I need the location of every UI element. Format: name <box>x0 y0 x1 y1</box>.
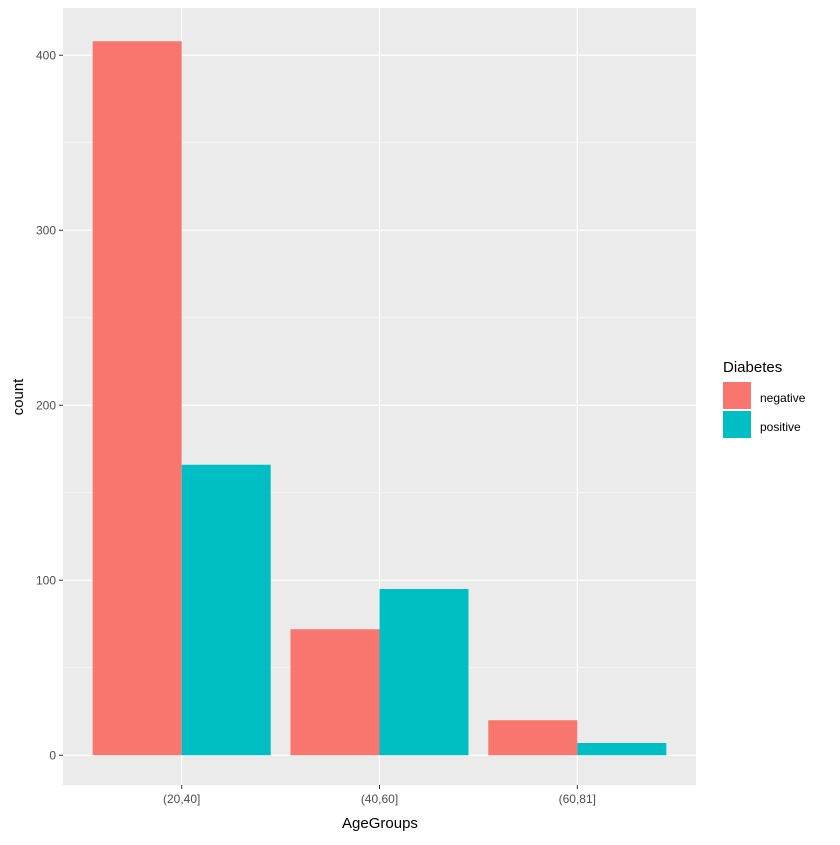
y-tick-label: 300 <box>36 223 56 237</box>
y-tick-label: 200 <box>36 398 56 412</box>
x-tick-label: (60,81] <box>559 792 596 806</box>
bar-positive <box>181 464 271 756</box>
legend-label-negative: negative <box>760 391 806 405</box>
bar-positive <box>379 589 469 756</box>
legend: Diabetes negative positive <box>723 359 806 438</box>
y-tick-label: 100 <box>36 573 56 587</box>
bars <box>92 41 667 756</box>
legend-key-negative <box>723 382 751 409</box>
bar-negative <box>488 720 578 756</box>
x-axis-title: AgeGroups <box>342 815 418 832</box>
bar-negative <box>290 629 380 756</box>
y-axis-title: count <box>10 378 27 416</box>
x-axis: (20,40] (40,60] (60,81] <box>163 785 596 806</box>
y-axis: 0 100 200 300 400 <box>36 48 63 762</box>
x-tick-label: (20,40] <box>163 792 200 806</box>
bar-negative <box>92 41 182 756</box>
x-tick-label: (40,60] <box>361 792 398 806</box>
y-tick-label: 400 <box>36 48 56 62</box>
bar-positive <box>577 743 667 756</box>
legend-label-positive: positive <box>760 420 801 434</box>
y-tick-label: 0 <box>49 748 56 762</box>
legend-key-positive <box>723 411 751 438</box>
legend-title: Diabetes <box>723 359 782 376</box>
